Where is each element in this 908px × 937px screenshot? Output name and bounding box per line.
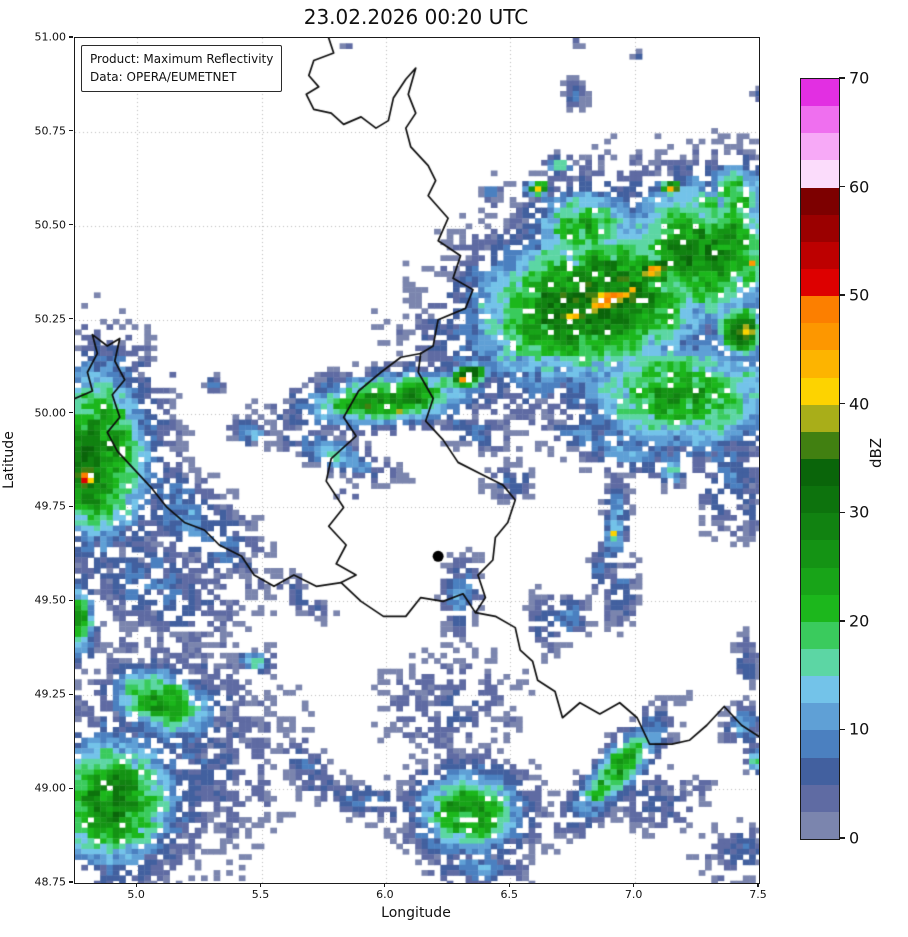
colorbar-band xyxy=(801,621,839,650)
y-tick-label: 50.00 xyxy=(34,406,67,420)
y-tick-mark xyxy=(69,599,73,601)
map-plot-area xyxy=(74,37,760,884)
colorbar-tick-label: 70 xyxy=(849,68,870,88)
y-tick-label: 49.75 xyxy=(34,499,67,513)
colorbar-band xyxy=(801,594,839,622)
x-axis-label: Longitude xyxy=(381,905,451,921)
x-tick-label: 5.0 xyxy=(127,888,145,901)
colorbar-band xyxy=(801,269,839,297)
colorbar-tick-label: 0 xyxy=(849,828,860,848)
colorbar-tick-mark xyxy=(839,185,846,188)
radar-map-canvas xyxy=(75,38,759,883)
y-tick-label: 50.25 xyxy=(34,312,67,326)
colorbar-tick-mark xyxy=(839,620,846,622)
colorbar-band xyxy=(801,133,839,161)
colorbar-band xyxy=(801,160,839,188)
colorbar-band xyxy=(801,377,839,405)
colorbar-band xyxy=(801,296,839,324)
y-tick-label: 49.00 xyxy=(34,781,67,795)
colorbar-band xyxy=(801,187,839,215)
colorbar-tick-mark xyxy=(839,511,846,513)
y-tick-label: 50.75 xyxy=(34,124,67,138)
x-tick-mark xyxy=(633,883,635,888)
product-annotation-box: Product: Maximum Reflectivity Data: OPER… xyxy=(81,45,283,92)
figure-title: 23.02.2026 00:20 UTC xyxy=(303,5,529,29)
y-tick-mark xyxy=(69,693,73,695)
y-tick-mark xyxy=(69,36,73,38)
y-tick-mark xyxy=(69,411,73,414)
y-tick-mark xyxy=(69,505,73,508)
product-label: Product: Maximum Reflectivity xyxy=(90,52,274,66)
y-tick-label: 48.75 xyxy=(34,875,67,889)
colorbar-band xyxy=(801,730,839,758)
colorbar xyxy=(800,78,840,840)
y-axis-label: Latitude xyxy=(1,431,17,489)
colorbar-tick-mark xyxy=(839,294,846,296)
colorbar-tick-label: 40 xyxy=(849,394,870,414)
colorbar-tick-mark xyxy=(839,728,846,731)
colorbar-band xyxy=(801,241,839,270)
colorbar-band xyxy=(801,513,839,541)
data-source-label: Data: OPERA/EUMETNET xyxy=(90,70,237,84)
colorbar-tick-label: 30 xyxy=(849,502,870,522)
colorbar-tick-label: 50 xyxy=(849,285,870,305)
x-tick-label: 7.0 xyxy=(624,888,643,901)
x-tick-label: 6.0 xyxy=(376,888,394,901)
y-tick-label: 49.50 xyxy=(34,593,67,607)
x-tick-label: 7.5 xyxy=(749,888,767,901)
colorbar-band xyxy=(801,567,839,595)
y-tick-mark xyxy=(69,224,73,226)
colorbar-tick-label: 10 xyxy=(849,719,870,739)
colorbar-unit-label: dBZ xyxy=(867,437,885,469)
y-tick-mark xyxy=(69,787,73,789)
colorbar-band xyxy=(801,676,839,704)
colorbar-band xyxy=(801,784,839,812)
colorbar-band xyxy=(801,811,839,839)
colorbar-band xyxy=(801,106,839,134)
y-tick-label: 51.00 xyxy=(34,30,67,44)
colorbar-band xyxy=(801,703,839,731)
colorbar-band xyxy=(801,431,839,460)
colorbar-tick-mark xyxy=(839,403,846,405)
x-tick-label: 6.5 xyxy=(500,888,519,901)
y-tick-label: 49.25 xyxy=(34,687,67,701)
x-tick-mark xyxy=(384,883,386,888)
colorbar-band xyxy=(801,540,839,568)
colorbar-tick-label: 60 xyxy=(849,177,870,197)
colorbar-band xyxy=(801,323,839,351)
x-tick-mark xyxy=(259,883,262,888)
x-tick-mark xyxy=(508,883,510,888)
colorbar-band xyxy=(801,757,839,785)
colorbar-band xyxy=(801,649,839,677)
colorbar-band xyxy=(801,79,839,107)
y-tick-mark xyxy=(69,130,73,132)
y-tick-mark xyxy=(69,881,73,883)
colorbar-band xyxy=(801,350,839,378)
colorbar-band xyxy=(801,404,839,432)
y-tick-mark xyxy=(69,318,73,320)
x-tick-mark xyxy=(135,883,137,888)
y-tick-label: 50.50 xyxy=(34,218,67,232)
colorbar-tick-mark xyxy=(839,837,846,839)
colorbar-band xyxy=(801,214,839,242)
x-tick-label: 5.5 xyxy=(251,888,270,901)
colorbar-band xyxy=(801,486,839,514)
x-tick-mark xyxy=(757,883,759,888)
colorbar-tick-label: 20 xyxy=(849,611,870,631)
colorbar-tick-mark xyxy=(839,77,846,79)
colorbar-band xyxy=(801,459,839,487)
